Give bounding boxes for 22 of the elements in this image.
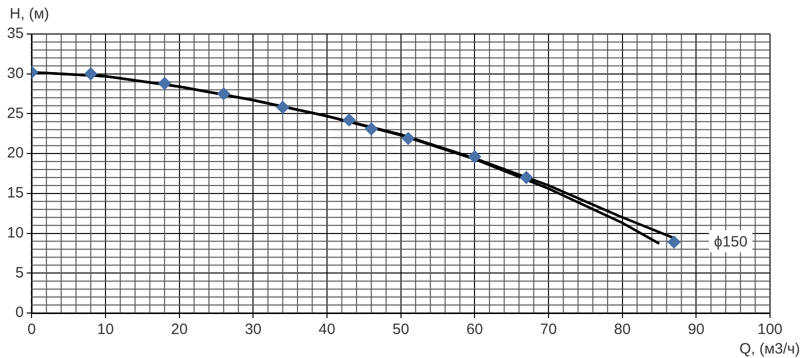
- y-axis-title: H, (м): [10, 6, 50, 23]
- y-tick-label: 10: [6, 224, 24, 242]
- x-tick-label: 0: [28, 321, 36, 338]
- x-tick-label: 80: [614, 321, 631, 338]
- x-tick-label: 60: [466, 321, 484, 338]
- y-tick-label: 30: [6, 65, 24, 82]
- y-tick-label: 25: [6, 104, 24, 122]
- x-tick-label: 20: [171, 321, 188, 338]
- annotation: ϕ150: [714, 233, 748, 250]
- x-tick-label: 30: [244, 321, 262, 338]
- x-tick-label: 100: [757, 321, 783, 338]
- x-tick-label: 10: [97, 321, 114, 338]
- x-tick-label: 40: [318, 321, 336, 338]
- y-tick-label: 35: [6, 25, 24, 42]
- x-tick-label: 70: [540, 321, 557, 338]
- x-tick-label: 90: [688, 321, 705, 338]
- y-tick-label: 5: [15, 264, 24, 282]
- y-tick-label: 20: [6, 144, 24, 162]
- y-tick-label: 0: [15, 304, 24, 322]
- x-axis-title: Q, (м3/ч): [739, 340, 800, 358]
- y-tick-label: 15: [6, 184, 24, 202]
- x-tick-label: 50: [392, 321, 410, 338]
